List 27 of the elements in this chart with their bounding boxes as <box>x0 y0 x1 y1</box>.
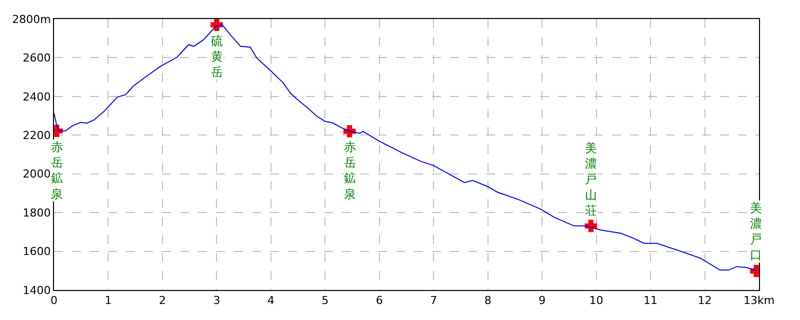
y-tick-label: 2400 <box>22 90 51 104</box>
x-tick-label: 0 <box>50 294 58 308</box>
annotation: 硫黄岳 <box>211 34 223 80</box>
x-tick-label: 10 <box>589 294 604 308</box>
x-tick-label: 11 <box>644 294 658 308</box>
y-tick-label: 2800m <box>12 12 51 26</box>
x-tick-label: 9 <box>538 294 546 308</box>
x-tick-label: 8 <box>484 294 492 308</box>
y-tick-label: 1800 <box>22 206 51 220</box>
annotation: 赤岳鉱泉 <box>51 140 63 201</box>
y-tick-label: 2000 <box>22 168 51 181</box>
x-tick-label: 4 <box>267 294 274 308</box>
x-tick-label: 5 <box>322 294 329 308</box>
annotation: 美濃戸山荘 <box>585 141 597 218</box>
x-tick-label: 2 <box>158 294 166 308</box>
y-tick-label: 1400 <box>22 284 51 297</box>
x-tick-label: 3 <box>213 294 220 308</box>
x-tick-label: 6 <box>376 294 383 308</box>
y-tick-label: 2600 <box>22 52 51 65</box>
x-tick-label: 1 <box>104 294 112 308</box>
y-tick-label: 1600 <box>22 245 51 258</box>
x-tick-label: 12 <box>698 294 712 308</box>
x-tick-label: 13km <box>743 294 775 308</box>
y-tick-label: 2200 <box>22 128 51 142</box>
x-tick-label: 7 <box>430 294 438 308</box>
annotation: 赤岳鉱泉 <box>344 140 356 201</box>
annotation: 美濃戸口 <box>750 201 762 262</box>
